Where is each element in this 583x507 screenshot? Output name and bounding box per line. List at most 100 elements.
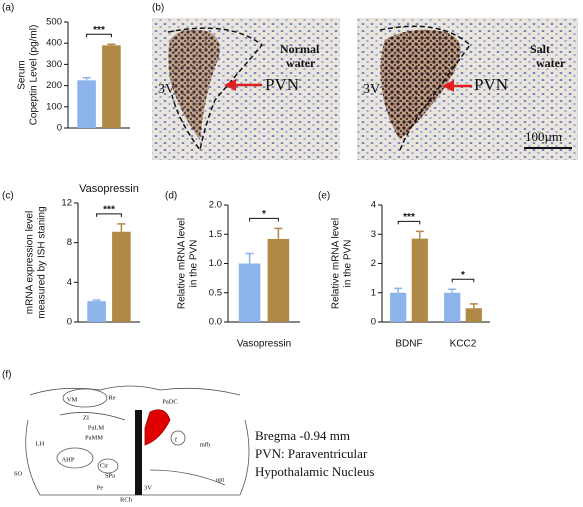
- panel-label: (b): [152, 3, 164, 14]
- y-axis-label: mRNA expression level: [25, 211, 36, 314]
- region-label: PaMM: [85, 434, 103, 441]
- region-label: RCh: [120, 496, 133, 503]
- micrograph-normal: 3V PVN Normal water: [152, 18, 340, 160]
- significance-label: ***: [403, 212, 415, 223]
- y-tick-label: 0.5: [209, 287, 222, 298]
- bar: [238, 263, 261, 322]
- significance-bracket: [96, 213, 122, 217]
- y-tick-label: 0: [67, 317, 72, 328]
- y-tick-label: 2: [371, 258, 376, 269]
- bar: [390, 292, 407, 322]
- error-bar: [415, 230, 424, 239]
- scale-label: 100µm: [525, 129, 562, 144]
- y-tick-label: 0: [57, 123, 62, 134]
- significance-bracket: [451, 278, 475, 283]
- y-axis-label: in the PVN: [343, 240, 354, 288]
- bar: [112, 231, 131, 322]
- panel-label: (a): [2, 3, 14, 14]
- region-label: mfb: [200, 441, 210, 448]
- error-bar: [274, 227, 283, 239]
- error-bar: [394, 287, 403, 293]
- region-label: SO: [14, 470, 23, 477]
- panel-label: (f): [2, 370, 11, 381]
- bar: [87, 301, 106, 322]
- atlas-legend: PVN: Paraventricular: [255, 446, 368, 461]
- region-label: Pe: [97, 484, 104, 491]
- atlas-diagram: [25, 385, 250, 496]
- y-tick-label: 1: [371, 287, 376, 298]
- x-tick-label: Vasopressin: [237, 339, 291, 350]
- region-label: PVN: [265, 75, 299, 94]
- y-axis-label: Serum: [17, 60, 28, 89]
- bar: [411, 238, 428, 322]
- y-tick-label: 300: [46, 59, 62, 70]
- panel-label: (d): [165, 191, 177, 202]
- significance-bracket: [397, 220, 421, 225]
- image-label: Normal: [280, 42, 320, 56]
- error-bar: [448, 288, 457, 293]
- region-label: SPa: [105, 472, 115, 479]
- bar: [267, 238, 290, 322]
- region-label: 3V: [144, 484, 152, 491]
- significance-label: *: [461, 270, 465, 281]
- region-label: VM: [67, 396, 78, 403]
- y-axis-label: in the PVN: [189, 240, 200, 288]
- region-label: opt: [216, 476, 225, 483]
- bar: [102, 45, 121, 128]
- y-tick-label: 4: [67, 277, 72, 288]
- error-bar: [469, 303, 478, 309]
- region-label: Re: [108, 394, 115, 401]
- y-tick-label: 12: [61, 198, 72, 209]
- y-tick-label: 500: [46, 17, 62, 28]
- y-tick-label: 2.0: [209, 200, 222, 211]
- y-tick-label: 100: [46, 101, 62, 112]
- region-label: LH: [36, 440, 45, 447]
- image-label: Salt: [530, 42, 550, 56]
- y-tick-label: 8: [67, 237, 72, 248]
- region-label: PaDC: [162, 398, 178, 405]
- y-tick-label: 1.0: [209, 258, 222, 269]
- error-bar: [82, 77, 91, 81]
- error-bar: [245, 252, 254, 264]
- y-axis-label: Relative mRNA level: [331, 218, 342, 309]
- micrograph-salt: 3V PVN Salt water 100µm: [357, 18, 578, 160]
- image-label: water: [536, 56, 566, 70]
- y-axis-label: Relative mRNA level: [177, 218, 188, 309]
- significance-label: ***: [103, 204, 115, 215]
- x-tick-label: BDNF: [395, 339, 422, 350]
- bar: [77, 80, 96, 128]
- x-tick-label: KCC2: [450, 339, 477, 350]
- significance-bracket: [86, 33, 112, 38]
- y-tick-label: 0.0: [209, 317, 222, 328]
- panel-label: (c): [2, 191, 14, 202]
- y-tick-label: 400: [46, 38, 62, 49]
- significance-bracket: [249, 217, 279, 222]
- region-label: ZI: [83, 414, 89, 421]
- atlas-legend: Hypothalamic Nucleus: [255, 464, 375, 479]
- bar: [444, 292, 461, 322]
- ventricle-label: 3V: [158, 82, 175, 97]
- significance-label: ***: [93, 25, 105, 36]
- y-tick-label: 3: [371, 229, 376, 240]
- y-axis-label: measured by ISH staning: [37, 206, 48, 318]
- image-label: water: [286, 56, 316, 70]
- chart-title: Vasopressin: [79, 183, 139, 195]
- panel-label: (e): [318, 191, 330, 202]
- error-bar: [117, 223, 126, 232]
- region-label: AHP: [61, 456, 74, 463]
- y-axis-label: Copeptin Level (pg/ml): [29, 25, 40, 126]
- y-tick-label: 0: [371, 317, 376, 328]
- region-label: Cir: [100, 462, 109, 469]
- bar: [465, 308, 482, 322]
- ventricle-label: 3V: [363, 82, 380, 97]
- y-tick-label: 4: [371, 200, 376, 211]
- region-label: PaLM: [88, 424, 104, 431]
- error-bar: [107, 43, 116, 46]
- significance-label: *: [262, 209, 266, 220]
- region-label: PVN: [474, 75, 508, 94]
- y-tick-label: 1.5: [209, 229, 222, 240]
- error-bar: [92, 299, 101, 302]
- atlas-legend: Bregma -0.94 mm: [255, 428, 350, 443]
